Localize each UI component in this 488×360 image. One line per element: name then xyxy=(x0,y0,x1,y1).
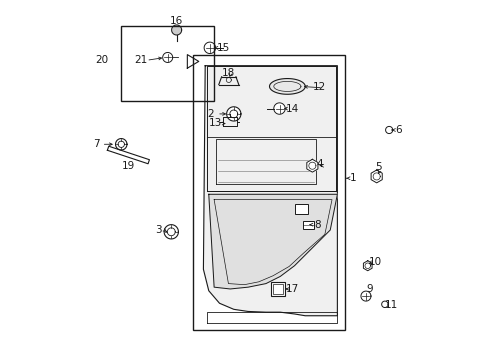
Bar xyxy=(270,282,285,296)
Bar xyxy=(272,284,282,294)
Text: 19: 19 xyxy=(122,161,135,171)
Text: 7: 7 xyxy=(93,139,100,149)
Text: 18: 18 xyxy=(222,68,235,78)
Polygon shape xyxy=(208,194,337,289)
Text: 13: 13 xyxy=(208,118,222,128)
Text: 12: 12 xyxy=(312,82,325,92)
Text: 1: 1 xyxy=(349,173,356,183)
Text: 5: 5 xyxy=(374,162,381,172)
Polygon shape xyxy=(107,146,149,164)
Text: 8: 8 xyxy=(314,220,321,230)
Text: 3: 3 xyxy=(155,225,162,235)
Polygon shape xyxy=(163,53,172,63)
Text: 11: 11 xyxy=(384,300,397,310)
Text: 9: 9 xyxy=(366,284,372,294)
Text: 4: 4 xyxy=(316,159,322,169)
Text: 20: 20 xyxy=(95,55,108,65)
Text: 6: 6 xyxy=(394,125,401,135)
Text: 14: 14 xyxy=(285,104,299,113)
Bar xyxy=(192,55,344,330)
Polygon shape xyxy=(187,55,198,68)
Text: 21: 21 xyxy=(134,55,147,65)
Polygon shape xyxy=(360,291,370,301)
Polygon shape xyxy=(226,107,241,121)
Polygon shape xyxy=(269,78,305,94)
Text: 2: 2 xyxy=(207,109,213,119)
Polygon shape xyxy=(385,126,392,134)
Bar xyxy=(294,203,307,213)
Polygon shape xyxy=(203,42,215,54)
Text: 16: 16 xyxy=(170,16,183,26)
Polygon shape xyxy=(115,139,127,150)
Polygon shape xyxy=(363,261,371,271)
Polygon shape xyxy=(273,103,285,114)
Polygon shape xyxy=(203,66,337,316)
Bar xyxy=(303,221,313,229)
Polygon shape xyxy=(370,170,382,183)
Text: 10: 10 xyxy=(367,257,381,267)
Bar xyxy=(121,26,214,102)
Polygon shape xyxy=(171,25,181,35)
Polygon shape xyxy=(381,301,387,307)
Polygon shape xyxy=(306,159,317,172)
Polygon shape xyxy=(164,225,178,239)
Text: 17: 17 xyxy=(285,284,299,294)
Text: 15: 15 xyxy=(216,43,229,53)
